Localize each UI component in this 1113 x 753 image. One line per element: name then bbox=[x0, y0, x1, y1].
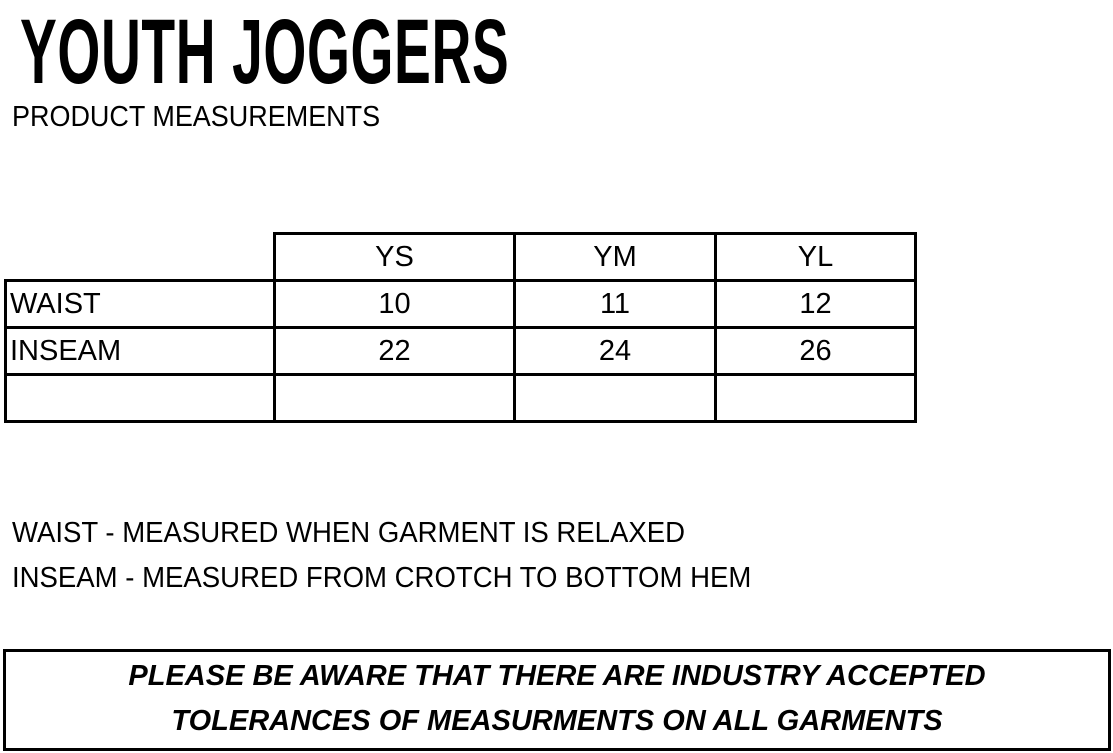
disclaimer-line: TOLERANCES OF MEASURMENTS ON ALL GARMENT… bbox=[171, 705, 943, 737]
table-cell: 10 bbox=[273, 279, 516, 329]
table-cell: 26 bbox=[714, 326, 917, 376]
size-chart-table: YS YM YL WAIST 10 11 12 INSEAM 22 24 26 bbox=[4, 232, 917, 423]
row-label bbox=[4, 373, 276, 423]
corner-cell bbox=[5, 233, 276, 282]
row-label: INSEAM bbox=[4, 326, 276, 376]
table-cell: 12 bbox=[714, 279, 917, 329]
note-inseam: INSEAM - MEASURED FROM CROTCH TO BOTTOM … bbox=[12, 562, 752, 594]
table-cell bbox=[273, 373, 516, 423]
table-row-empty bbox=[4, 373, 917, 423]
disclaimer-line: PLEASE BE AWARE THAT THERE ARE INDUSTRY … bbox=[128, 660, 986, 692]
table-cell bbox=[714, 373, 917, 423]
table-cell: 22 bbox=[273, 326, 516, 376]
table-header-row: YS YM YL bbox=[5, 232, 917, 282]
column-header: YL bbox=[714, 232, 917, 282]
page-title: YOUTH JOGGERS bbox=[20, 1, 510, 103]
table-row: INSEAM 22 24 26 bbox=[4, 326, 917, 376]
page-subtitle: PRODUCT MEASUREMENTS bbox=[12, 101, 381, 133]
note-waist: WAIST - MEASURED WHEN GARMENT IS RELAXED bbox=[12, 517, 686, 549]
column-header: YM bbox=[513, 232, 717, 282]
tolerance-disclaimer-box: PLEASE BE AWARE THAT THERE ARE INDUSTRY … bbox=[3, 649, 1111, 751]
table-cell: 11 bbox=[513, 279, 717, 329]
row-label: WAIST bbox=[4, 279, 276, 329]
table-row: WAIST 10 11 12 bbox=[4, 279, 917, 329]
column-header: YS bbox=[273, 232, 516, 282]
table-cell bbox=[513, 373, 717, 423]
table-cell: 24 bbox=[513, 326, 717, 376]
